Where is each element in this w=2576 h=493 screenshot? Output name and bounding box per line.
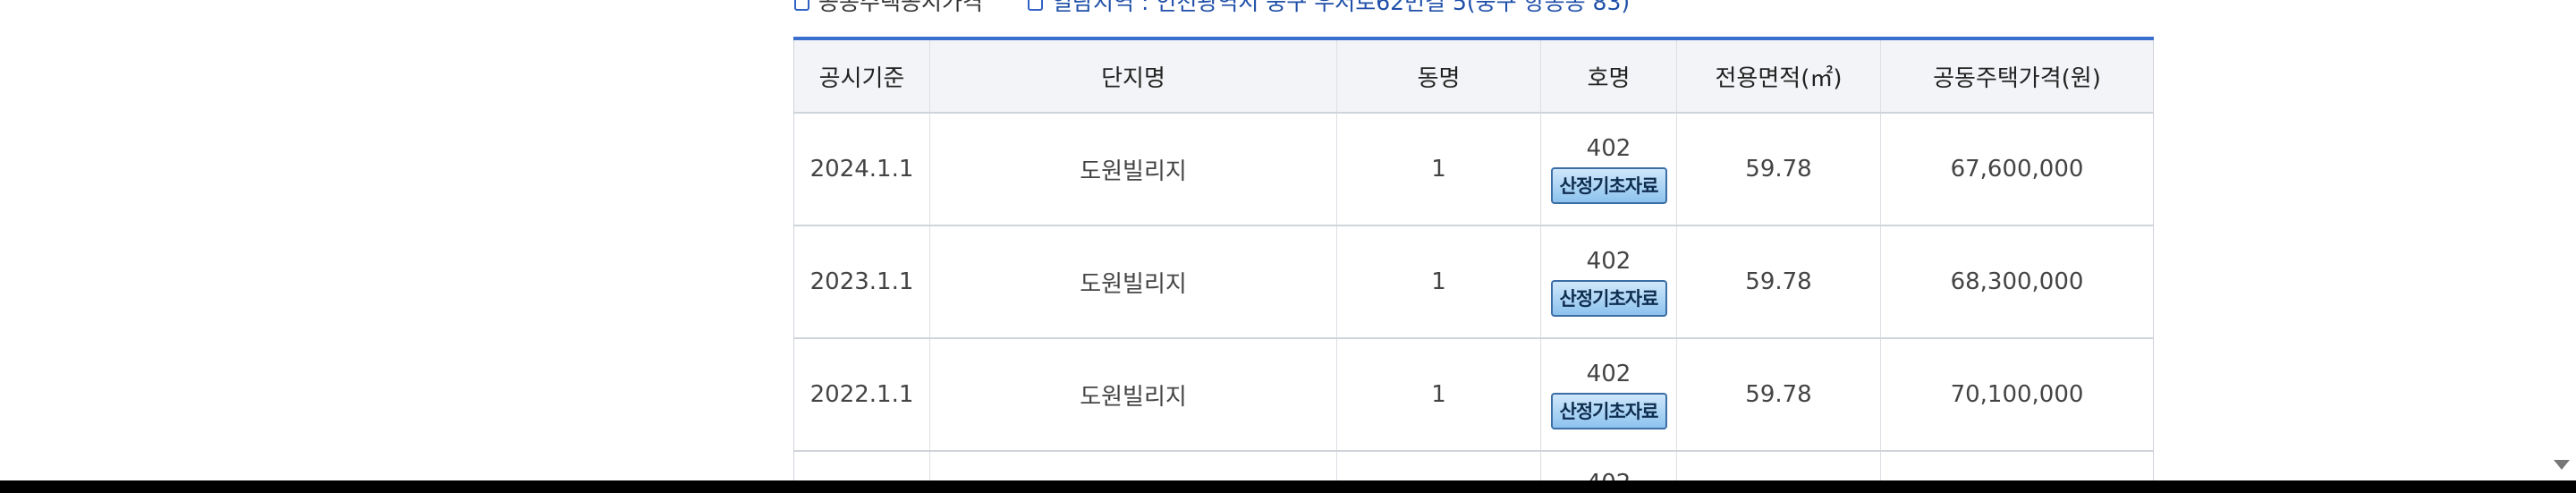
link-view-region[interactable]: 열람지역 : 인천광역시 중구 우저로62번길 5(중구 항동동 83) xyxy=(1028,0,1630,17)
col-header-building: 동명 xyxy=(1336,37,1541,114)
cell-date: 2024.1.1 xyxy=(793,113,930,226)
header-links: 공동주택공시가격 열람지역 : 인천광역시 중구 우저로62번길 5(중구 항동… xyxy=(794,0,1674,17)
cell-area: 59.78 xyxy=(1676,225,1881,339)
price-table-container: 공시기준 단지명 동명 호명 전용면적(㎡) 공동주택가격(원) 2024.1.… xyxy=(793,37,2154,493)
col-header-complex: 단지명 xyxy=(929,37,1337,114)
unit-number: 402 xyxy=(1586,360,1631,387)
link-view-region-label: 열람지역 : 인천광역시 중구 우저로62번길 5(중구 항동동 83) xyxy=(1052,0,1631,15)
cell-area: 59.78 xyxy=(1676,113,1881,226)
calc-basis-button[interactable]: 산정기초자료 xyxy=(1550,279,1667,317)
table-row: 2022.1.1 도원빌리지 1 402 산정기초자료 59.78 70,100… xyxy=(793,338,2154,452)
cell-complex: 도원빌리지 xyxy=(929,113,1337,226)
cell-price: 70,100,000 xyxy=(1880,338,2154,452)
col-header-unit: 호명 xyxy=(1540,37,1677,114)
checkbox-icon xyxy=(1028,0,1044,11)
link-apartment-price[interactable]: 공동주택공시가격 xyxy=(794,0,983,17)
cell-unit: 402 산정기초자료 xyxy=(1540,113,1677,226)
cell-date: 2023.1.1 xyxy=(793,225,930,339)
table-row: 2023.1.1 도원빌리지 1 402 산정기초자료 59.78 68,300… xyxy=(793,225,2154,339)
cell-price: 67,600,000 xyxy=(1880,113,2154,226)
cell-building: 1 xyxy=(1336,338,1541,452)
bottom-bar xyxy=(0,480,2576,493)
cell-building: 1 xyxy=(1336,113,1541,226)
cell-complex: 도원빌리지 xyxy=(929,338,1337,452)
cell-unit: 402 산정기초자료 xyxy=(1540,338,1677,452)
col-header-date: 공시기준 xyxy=(793,37,930,114)
calc-basis-button[interactable]: 산정기초자료 xyxy=(1550,166,1667,204)
cell-unit: 402 산정기초자료 xyxy=(1540,225,1677,339)
unit-number: 402 xyxy=(1586,134,1631,162)
cell-price: 68,300,000 xyxy=(1880,225,2154,339)
unit-number: 402 xyxy=(1586,247,1631,275)
table-row: 2024.1.1 도원빌리지 1 402 산정기초자료 59.78 67,600… xyxy=(793,113,2154,226)
cell-building: 1 xyxy=(1336,225,1541,339)
scroll-down-arrow-icon[interactable] xyxy=(2554,460,2570,470)
table-header-row: 공시기준 단지명 동명 호명 전용면적(㎡) 공동주택가격(원) xyxy=(793,37,2154,114)
cell-date: 2022.1.1 xyxy=(793,338,930,452)
price-table: 공시기준 단지명 동명 호명 전용면적(㎡) 공동주택가격(원) 2024.1.… xyxy=(793,37,2154,493)
cell-area: 59.78 xyxy=(1676,338,1881,452)
col-header-area: 전용면적(㎡) xyxy=(1676,37,1881,114)
calc-basis-button[interactable]: 산정기초자료 xyxy=(1550,392,1667,429)
checkbox-icon xyxy=(794,0,809,11)
col-header-price: 공동주택가격(원) xyxy=(1880,37,2154,114)
cell-complex: 도원빌리지 xyxy=(929,225,1337,339)
link-apartment-price-label: 공동주택공시가격 xyxy=(818,0,984,15)
